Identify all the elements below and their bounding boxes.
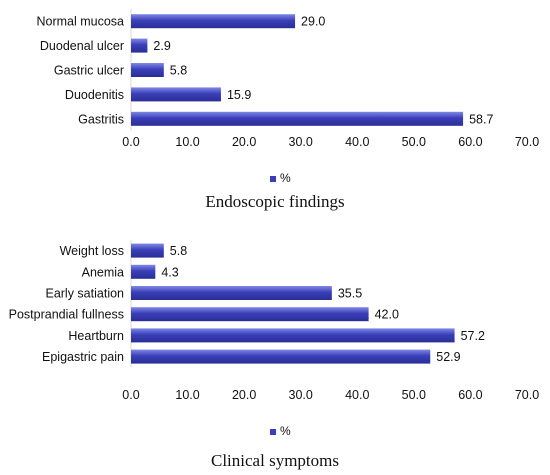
value-label: 52.9 [436,350,460,364]
endoscopic-findings-caption: Endoscopic findings [205,192,345,211]
x-tick-label: 50.0 [402,388,426,402]
category-label: Anemia [82,265,124,279]
value-label: 58.7 [469,112,493,126]
value-label: 4.3 [161,265,178,279]
x-tick-label: 40.0 [345,135,369,149]
bar [131,349,431,364]
x-tick-label: 10.0 [175,135,199,149]
category-label: Gastric ulcer [54,64,124,78]
x-tick-label: 20.0 [232,388,256,402]
bar [131,63,164,77]
value-label: 57.2 [461,329,485,343]
category-label: Postprandial fullness [9,308,124,322]
value-label: 29.0 [301,15,325,29]
value-label: 5.8 [170,64,187,78]
x-tick-label: 0.0 [122,135,139,149]
category-label: Heartburn [68,329,124,343]
category-label: Normal mucosa [36,15,124,29]
x-tick-label: 20.0 [232,135,256,149]
legend-swatch [270,429,276,435]
bar [131,307,369,322]
bar [131,14,296,29]
value-label: 5.8 [170,244,187,258]
bar [131,286,332,300]
x-tick-label: 10.0 [175,388,199,402]
bar [131,264,156,279]
category-label: Early satiation [45,287,124,301]
bar [131,243,164,258]
value-label: 15.9 [227,88,251,102]
x-tick-label: 70.0 [515,135,539,149]
endoscopic-findings-chart: Normal mucosa 29.0 Duodenal ulcer 2.9 Gastri… [36,9,539,185]
x-tick-label: 40.0 [345,388,369,402]
x-tick-label: 30.0 [289,135,313,149]
clinical-symptoms-chart: Weight loss 5.8 Anemia 4.3 Early satiation 35… [9,240,539,438]
x-tick-label: 30.0 [289,388,313,402]
x-tick-label: 60.0 [458,388,482,402]
clinical-symptoms-caption: Clinical symptoms [211,451,339,470]
category-label: Duodenitis [65,88,124,102]
x-tick-label: 50.0 [402,135,426,149]
x-tick-label: 70.0 [515,388,539,402]
bar [131,38,148,53]
x-tick-label: 60.0 [458,135,482,149]
bar [131,87,221,102]
category-label: Weight loss [60,244,124,258]
legend-label: % [280,171,291,185]
category-label: Epigastric pain [42,350,124,364]
value-label: 2.9 [153,39,170,53]
bar [131,328,455,343]
category-label: Duodenal ulcer [40,39,124,53]
x-tick-label: 0.0 [122,388,139,402]
bar [131,111,464,126]
value-label: 42.0 [375,308,399,322]
value-label: 35.5 [338,287,362,301]
legend-swatch [270,176,276,182]
legend-label: % [280,424,291,438]
category-label: Gastritis [78,112,124,126]
